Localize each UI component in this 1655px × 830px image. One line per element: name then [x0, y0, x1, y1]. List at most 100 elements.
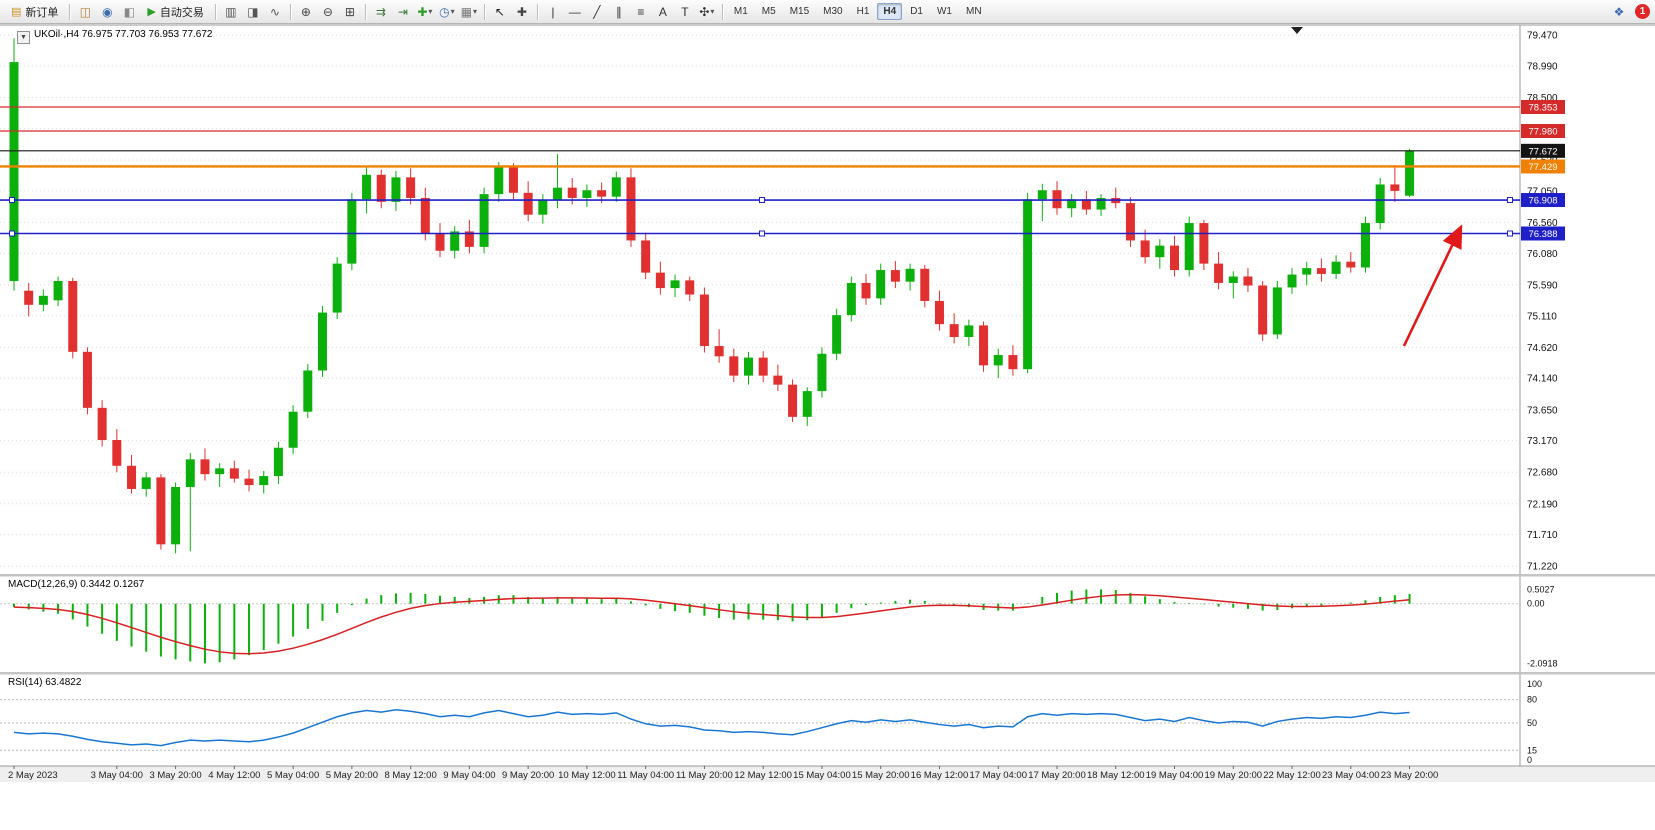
price-axis-label: 78.990 — [1527, 61, 1558, 72]
timeframe-w1-button[interactable]: W1 — [936, 6, 952, 17]
zoom-in-icon[interactable]: ⊕ — [296, 3, 316, 21]
macd-panel-divider[interactable] — [0, 574, 1655, 577]
macd-scale-label: 0.00 — [1527, 599, 1545, 609]
cursor-icon[interactable]: ↖ — [490, 3, 510, 21]
toolbar-separator — [536, 3, 538, 20]
rsi-indicator-header: RSI(14) 63.4822 — [8, 677, 82, 688]
candlestick-chart-icon[interactable]: ◨ — [243, 3, 263, 21]
tile-windows-icon[interactable]: ⊞ — [340, 3, 360, 21]
rsi-scale-label: 15 — [1527, 745, 1537, 755]
timeframe-mn-button[interactable]: MN — [965, 6, 982, 17]
time-axis-label: 12 May 12:00 — [734, 770, 792, 781]
line-handle[interactable] — [1507, 230, 1513, 237]
price-tag-text: 76.908 — [1528, 196, 1557, 207]
crosshair-icon[interactable]: ✚ — [512, 3, 532, 21]
price-tag-77.672 — [1521, 143, 1565, 158]
periods-menu-icon[interactable]: ◷ ▾ — [437, 3, 457, 21]
timeframe-m15-button[interactable]: M15 — [789, 6, 810, 17]
market-watch-icon[interactable]: ◧ — [119, 3, 139, 21]
text-icon[interactable]: A — [653, 3, 673, 21]
price-axis-label: 78.500 — [1527, 93, 1558, 104]
arrows-menu-icon: ✣ — [699, 4, 710, 19]
chart-title: ▼ UKOil·,H4 76.975 77.703 76.953 77.672 — [17, 29, 212, 44]
profiles-icon: ◉ — [102, 4, 113, 19]
text-label-icon[interactable]: T — [675, 3, 695, 21]
dropdown-caret-icon: ▾ — [450, 6, 455, 16]
equidistant-channel-icon: ∥ — [615, 4, 622, 19]
time-axis-label: 23 May 20:00 — [1381, 770, 1439, 781]
line-chart-icon[interactable]: ∿ — [265, 3, 285, 21]
profiles-icon[interactable]: ◉ — [97, 3, 117, 21]
toolbar-separator — [289, 3, 291, 20]
line-handle[interactable] — [9, 230, 15, 237]
trendline-icon[interactable]: ╱ — [587, 3, 607, 21]
rsi-scale-label: 100 — [1527, 679, 1542, 689]
toolbar-separator — [364, 3, 366, 20]
new-chart-icon[interactable]: ◫ — [75, 3, 95, 21]
time-axis-label: 22 May 12:00 — [1263, 770, 1321, 781]
dropdown-caret-icon: ▾ — [473, 6, 478, 16]
templates-menu-icon[interactable]: ▦ ▾ — [459, 3, 479, 21]
new-order-button[interactable]: ▤ 新订单 — [5, 3, 64, 21]
vertical-line-icon[interactable]: | — [543, 3, 563, 21]
timeframe-h1-button[interactable]: H1 — [856, 6, 870, 17]
fibonacci-icon[interactable]: ≡ — [631, 3, 651, 21]
time-axis-label: 9 May 20:00 — [502, 770, 554, 781]
market-watch-icon: ◧ — [123, 4, 136, 19]
timeframe-d1-button[interactable]: D1 — [910, 6, 923, 17]
line-handle[interactable] — [759, 197, 765, 204]
chart-collapse-button[interactable]: ▼ — [17, 31, 30, 44]
time-axis-label: 15 May 20:00 — [852, 770, 910, 781]
chart-shift-icon[interactable]: ⇥ — [393, 3, 413, 21]
macd-signal-line — [13, 593, 1410, 655]
equidistant-channel-icon[interactable]: ∥ — [609, 3, 629, 21]
auto-trading-button[interactable]: ▶ 自动交易 — [141, 3, 209, 21]
community-icon: ❖ — [1613, 4, 1625, 19]
time-axis[interactable] — [0, 766, 1655, 782]
indicators-menu-icon: ✚ — [417, 4, 428, 19]
timeframe-h4-button[interactable]: H4 — [877, 3, 903, 20]
price-axis-label: 74.140 — [1527, 374, 1558, 385]
price-tag-text: 78.353 — [1528, 102, 1557, 113]
price-axis-label: 76.560 — [1527, 218, 1558, 229]
zoom-out-icon: ⊖ — [322, 4, 333, 19]
zoom-out-icon[interactable]: ⊖ — [318, 3, 338, 21]
line-handle[interactable] — [759, 230, 765, 237]
indicators-menu-icon[interactable]: ✚ ▾ — [415, 3, 435, 21]
trend-arrow-annotation[interactable] — [1402, 224, 1463, 347]
price-axis-label: 71.220 — [1527, 562, 1558, 573]
price-axis-label: 76.080 — [1527, 249, 1558, 260]
auto-trading-button-label: 自动交易 — [159, 6, 204, 19]
bar-chart-icon[interactable]: ▥ — [221, 3, 241, 21]
timeframe-m1-button[interactable]: M1 — [733, 6, 748, 17]
notifications-badge[interactable]: 1 — [1635, 4, 1650, 19]
time-axis-label: 3 May 04:00 — [91, 770, 143, 781]
new-order-button-label: 新订单 — [25, 6, 59, 19]
time-axis-label: 11 May 20:00 — [676, 770, 733, 781]
price-tag-77.980 — [1521, 124, 1565, 139]
rsi-panel-divider[interactable] — [0, 672, 1655, 675]
time-axis-label: 5 May 04:00 — [267, 770, 319, 781]
line-handle[interactable] — [1507, 197, 1513, 204]
time-axis-label: 10 May 12:00 — [558, 770, 616, 781]
macd-indicator-header: MACD(12,26,9) 0.3442 0.1267 — [8, 579, 145, 590]
time-axis-label: 19 May 20:00 — [1204, 770, 1262, 781]
price-tag-text: 76.388 — [1528, 229, 1557, 240]
time-axis-label: 3 May 20:00 — [149, 770, 201, 781]
price-tag-77.429 — [1521, 159, 1565, 174]
horizontal-line-icon[interactable]: — — [565, 3, 585, 21]
timeframe-m30-button[interactable]: M30 — [823, 6, 843, 17]
community-icon[interactable]: ❖ — [1609, 3, 1629, 21]
chart-shift-marker[interactable] — [1291, 27, 1303, 34]
price-tag-text: 77.672 — [1528, 146, 1557, 157]
timeframe-m5-button[interactable]: M5 — [761, 6, 776, 17]
macd-histogram — [13, 589, 1411, 664]
auto-scroll-icon[interactable]: ⇉ — [371, 3, 391, 21]
arrows-menu-icon[interactable]: ✣ ▾ — [697, 3, 717, 21]
periods-menu-icon: ◷ — [439, 4, 450, 19]
time-axis-label: 2 May 2023 — [8, 770, 58, 781]
price-tag-text: 77.980 — [1528, 127, 1557, 138]
line-handle[interactable] — [9, 197, 15, 204]
price-axis-label: 73.650 — [1527, 405, 1558, 416]
